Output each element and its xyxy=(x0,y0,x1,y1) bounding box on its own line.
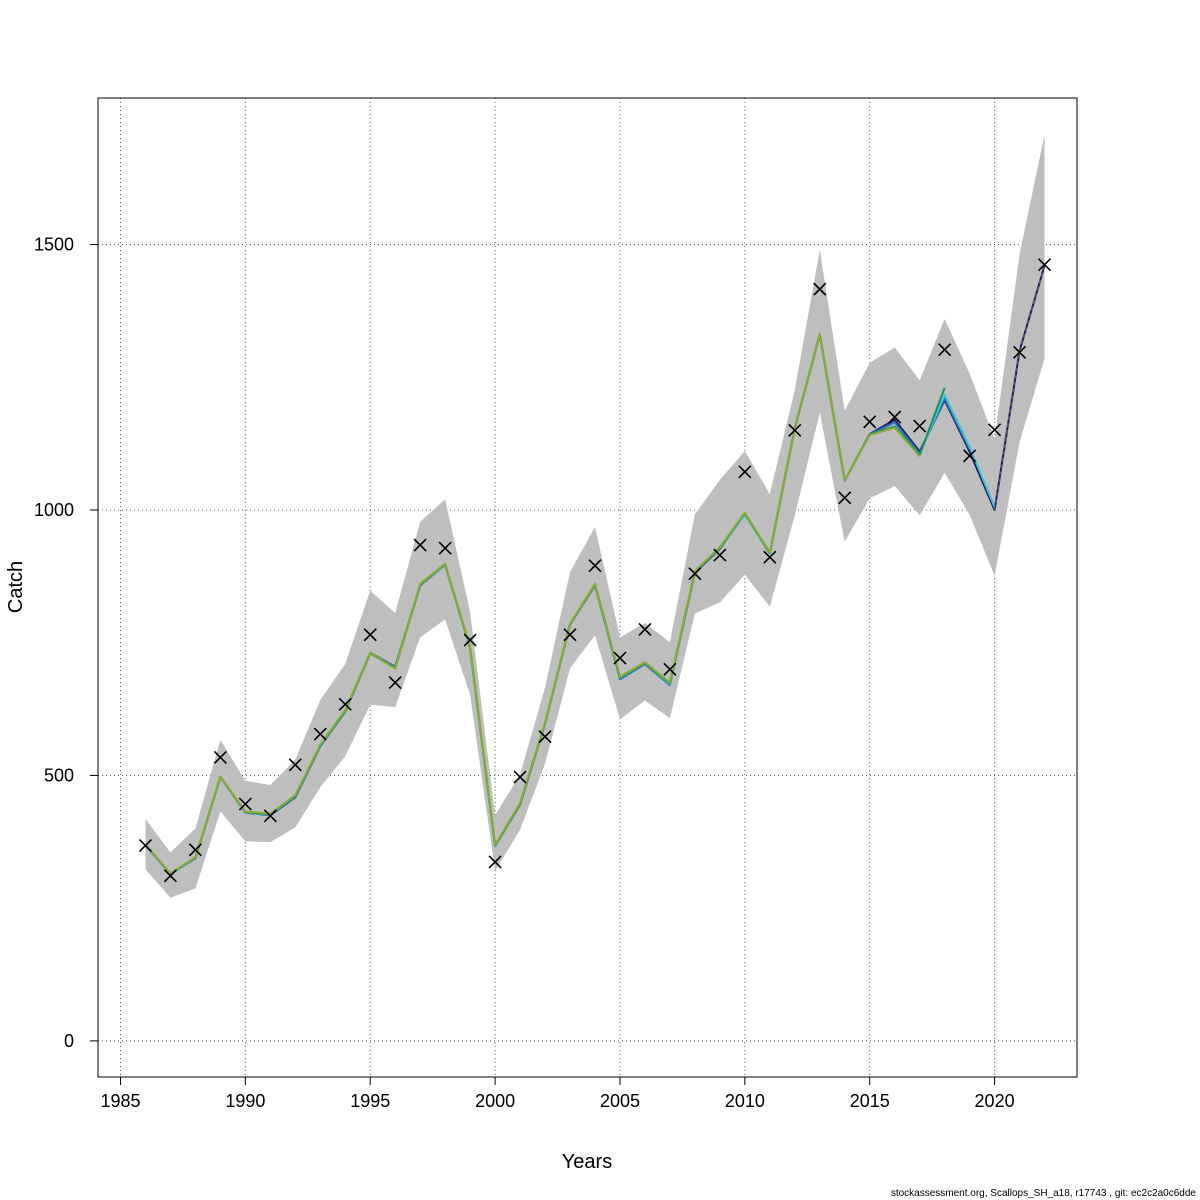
observed-point-1999 xyxy=(463,633,477,647)
x-tick-label-2000: 2000 xyxy=(475,1091,515,1111)
y-tick-label-500: 500 xyxy=(44,765,74,785)
observed-point-2002 xyxy=(538,730,552,744)
observed-point-1990 xyxy=(238,797,252,811)
footer-note: stockassessment.org, Scallops_SH_a18, r1… xyxy=(891,1188,1197,1199)
x-axis-title: Years xyxy=(562,1151,612,1173)
observed-point-1991 xyxy=(263,809,277,823)
x-tick-label-1995: 1995 xyxy=(350,1091,390,1111)
observed-point-2008 xyxy=(688,567,702,581)
observed-points-layer xyxy=(138,258,1052,883)
observed-point-2012 xyxy=(788,423,802,437)
observed-point-1986 xyxy=(138,838,153,853)
y-tick-label-1000: 1000 xyxy=(34,500,74,520)
observed-point-1997 xyxy=(413,538,427,552)
observed-point-1988 xyxy=(188,843,202,857)
observed-point-2021 xyxy=(1012,345,1027,359)
y-tick-label-1500: 1500 xyxy=(34,235,74,255)
x-tick-label-2015: 2015 xyxy=(850,1091,890,1111)
observed-point-1993 xyxy=(313,727,327,741)
observed-point-2017 xyxy=(913,419,927,433)
y-axis-title: Catch xyxy=(5,561,27,613)
x-tick-label-2005: 2005 xyxy=(600,1091,640,1111)
observed-point-2000 xyxy=(488,855,502,869)
observed-point-2005 xyxy=(613,651,627,665)
observed-point-1998 xyxy=(438,541,452,555)
observed-point-2007 xyxy=(663,662,677,676)
observed-point-2009 xyxy=(713,548,727,562)
x-tick-label-1990: 1990 xyxy=(225,1091,265,1111)
observed-point-1987 xyxy=(163,869,177,883)
projection-line xyxy=(993,265,1046,511)
observed-point-2003 xyxy=(563,628,577,642)
x-tick-label-2020: 2020 xyxy=(975,1091,1015,1111)
axis-layer: 1985 1990 1995 2000 2005 2010 2015 2020 0 500 1000… xyxy=(34,235,1015,1111)
observed-point-2010 xyxy=(738,465,752,479)
observed-point-2014 xyxy=(838,491,852,505)
observed-point-2019 xyxy=(963,449,977,463)
observed-point-2004 xyxy=(588,559,602,573)
observed-point-2018 xyxy=(938,343,952,357)
observed-point-2006 xyxy=(638,622,652,637)
observed-point-2011 xyxy=(763,550,777,564)
x-tick-label-1985: 1985 xyxy=(100,1091,140,1111)
y-tick-label-0: 0 xyxy=(64,1031,74,1051)
x-tick-label-2010: 2010 xyxy=(725,1091,765,1111)
observed-point-1992 xyxy=(288,758,302,772)
confidence-band-layer xyxy=(145,134,1045,898)
observed-point-2016 xyxy=(888,410,902,424)
observed-point-1995 xyxy=(363,628,377,642)
observed-point-1989 xyxy=(213,750,227,764)
observed-point-2001 xyxy=(513,770,527,784)
observed-point-2013 xyxy=(813,282,827,296)
observed-point-2015 xyxy=(863,415,877,429)
observed-point-2020 xyxy=(988,423,1002,437)
observed-point-1994 xyxy=(338,697,352,711)
observed-point-1996 xyxy=(388,675,402,690)
observed-point-2022 xyxy=(1037,258,1052,272)
confidence-band xyxy=(145,134,1045,898)
